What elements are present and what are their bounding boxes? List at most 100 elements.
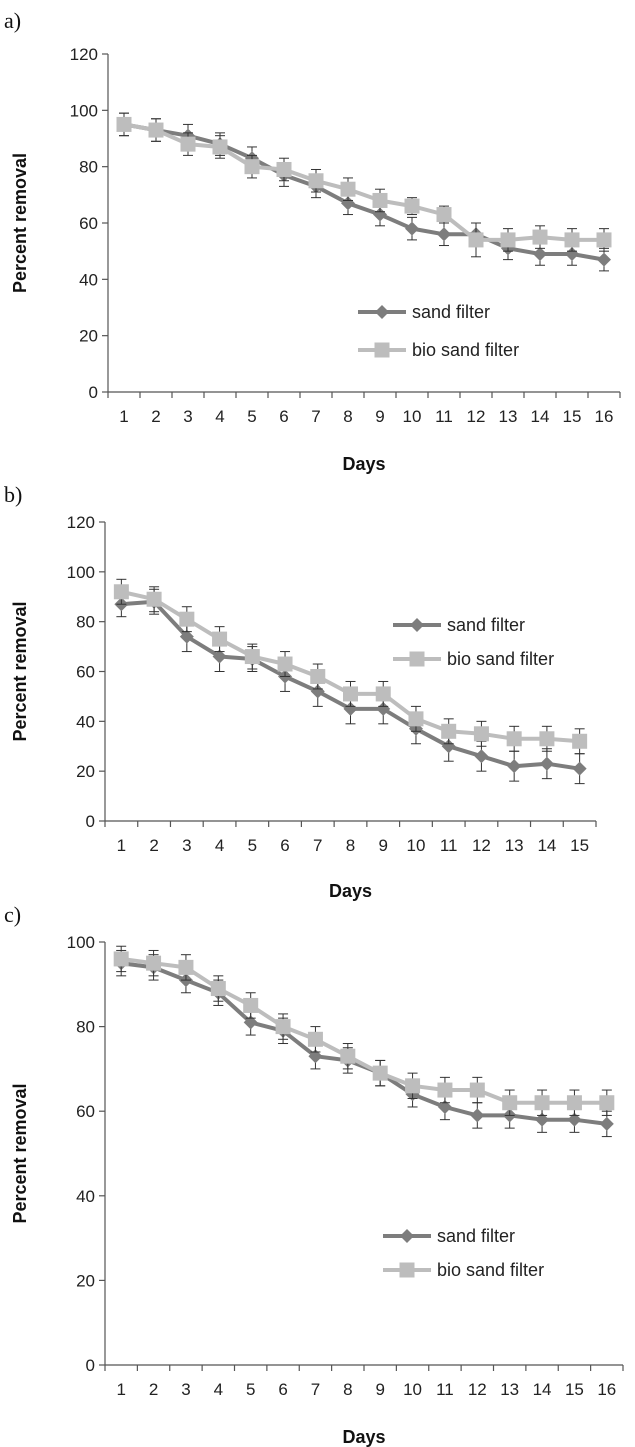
- legend: sand filter bio sand filter: [383, 1226, 544, 1280]
- x-tick-label: 14: [531, 407, 550, 426]
- legend-marker-diamond: [400, 1229, 414, 1243]
- x-tick-label: 15: [570, 836, 589, 855]
- data-point-diamond: [507, 759, 522, 774]
- data-point-square: [146, 591, 162, 607]
- x-tick-label: 13: [505, 836, 524, 855]
- y-tick-label: 20: [76, 1271, 95, 1290]
- data-point-square: [473, 726, 489, 742]
- data-point-square: [408, 711, 424, 727]
- x-tick-label: 8: [346, 836, 355, 855]
- x-tick-label: 2: [149, 1380, 158, 1399]
- x-tick-label: 10: [407, 836, 426, 855]
- data-point-square: [113, 951, 129, 967]
- panel-letter: b): [4, 482, 22, 507]
- y-axis-title: Percent removal: [10, 601, 30, 741]
- y-tick-label: 120: [70, 45, 98, 64]
- y-tick-label: 60: [76, 663, 95, 682]
- series-bio-sand-filter: [113, 578, 588, 755]
- data-point-square: [340, 181, 356, 197]
- data-point-square: [180, 136, 196, 152]
- x-tick-label: 9: [375, 1380, 384, 1399]
- data-point-square: [244, 159, 260, 175]
- x-tick-label: 15: [565, 1380, 584, 1399]
- data-point-diamond: [565, 246, 579, 261]
- y-tick-label: 100: [67, 933, 95, 952]
- data-point-square: [178, 959, 194, 975]
- data-point-square: [436, 207, 452, 223]
- x-tick-label: 11: [436, 1380, 454, 1399]
- data-point-square: [372, 1065, 388, 1081]
- x-tick-label: 6: [279, 407, 288, 426]
- data-point-diamond: [310, 684, 325, 699]
- data-point-square: [244, 649, 260, 665]
- data-point-square: [310, 668, 326, 684]
- data-point-square: [564, 232, 580, 248]
- data-point-diamond: [597, 252, 611, 267]
- legend-label: sand filter: [447, 615, 525, 635]
- data-point-diamond: [535, 1112, 550, 1127]
- legend-label: sand filter: [412, 302, 490, 322]
- series-bio-sand-filter: [113, 945, 615, 1116]
- y-tick-label: 80: [76, 613, 95, 632]
- series-bio-sand-filter: [116, 112, 612, 258]
- data-point-diamond: [474, 749, 489, 764]
- data-point-diamond: [212, 649, 227, 664]
- series-line: [123, 122, 605, 262]
- x-tick-label: 5: [248, 836, 257, 855]
- data-point-square: [441, 723, 457, 739]
- data-point-diamond: [243, 1015, 258, 1030]
- data-point-diamond: [437, 1099, 452, 1114]
- data-point-square: [275, 1019, 291, 1035]
- x-tick-label: 6: [280, 836, 289, 855]
- data-point-square: [375, 686, 391, 702]
- data-point-square: [276, 161, 292, 177]
- data-point-diamond: [470, 1108, 485, 1123]
- x-tick-label: 4: [215, 407, 224, 426]
- data-point-square: [506, 731, 522, 747]
- data-point-square: [372, 192, 388, 208]
- data-point-diamond: [567, 1112, 582, 1127]
- y-tick-label: 120: [67, 513, 95, 532]
- y-tick-label: 0: [89, 383, 98, 402]
- data-point-diamond: [341, 196, 355, 211]
- data-point-square: [469, 1082, 485, 1098]
- x-tick-label: 12: [468, 1380, 487, 1399]
- legend-label: bio sand filter: [437, 1260, 544, 1280]
- y-axis-title: Percent removal: [10, 1083, 30, 1223]
- data-point-square: [113, 584, 129, 600]
- data-point-square: [437, 1082, 453, 1098]
- data-point-square: [212, 139, 228, 155]
- y-tick-label: 40: [76, 712, 95, 731]
- y-tick-label: 80: [79, 158, 98, 177]
- x-tick-label: 5: [246, 1380, 255, 1399]
- data-point-square: [532, 229, 548, 245]
- data-point-square: [308, 173, 324, 189]
- data-point-square: [277, 656, 293, 672]
- x-tick-label: 16: [597, 1380, 616, 1399]
- x-axis-title: Days: [329, 881, 372, 901]
- data-point-square: [566, 1095, 582, 1111]
- x-tick-label: 14: [537, 836, 556, 855]
- data-point-diamond: [572, 761, 587, 776]
- data-point-square: [534, 1095, 550, 1111]
- y-tick-label: 60: [79, 214, 98, 233]
- x-tick-label: 7: [313, 836, 322, 855]
- y-tick-label: 40: [79, 270, 98, 289]
- series-line: [120, 961, 608, 1126]
- legend-marker-square: [374, 342, 390, 358]
- x-tick-label: 11: [440, 836, 458, 855]
- data-point-square: [539, 731, 555, 747]
- data-point-square: [340, 1048, 356, 1064]
- legend-label: sand filter: [437, 1226, 515, 1246]
- data-point-diamond: [533, 246, 547, 261]
- x-tick-label: 3: [181, 1380, 190, 1399]
- data-point-square: [468, 232, 484, 248]
- panel-letter: a): [4, 8, 21, 33]
- data-point-diamond: [405, 221, 419, 236]
- data-point-diamond: [376, 701, 391, 716]
- data-point-square: [212, 631, 228, 647]
- x-tick-label: 11: [435, 407, 453, 426]
